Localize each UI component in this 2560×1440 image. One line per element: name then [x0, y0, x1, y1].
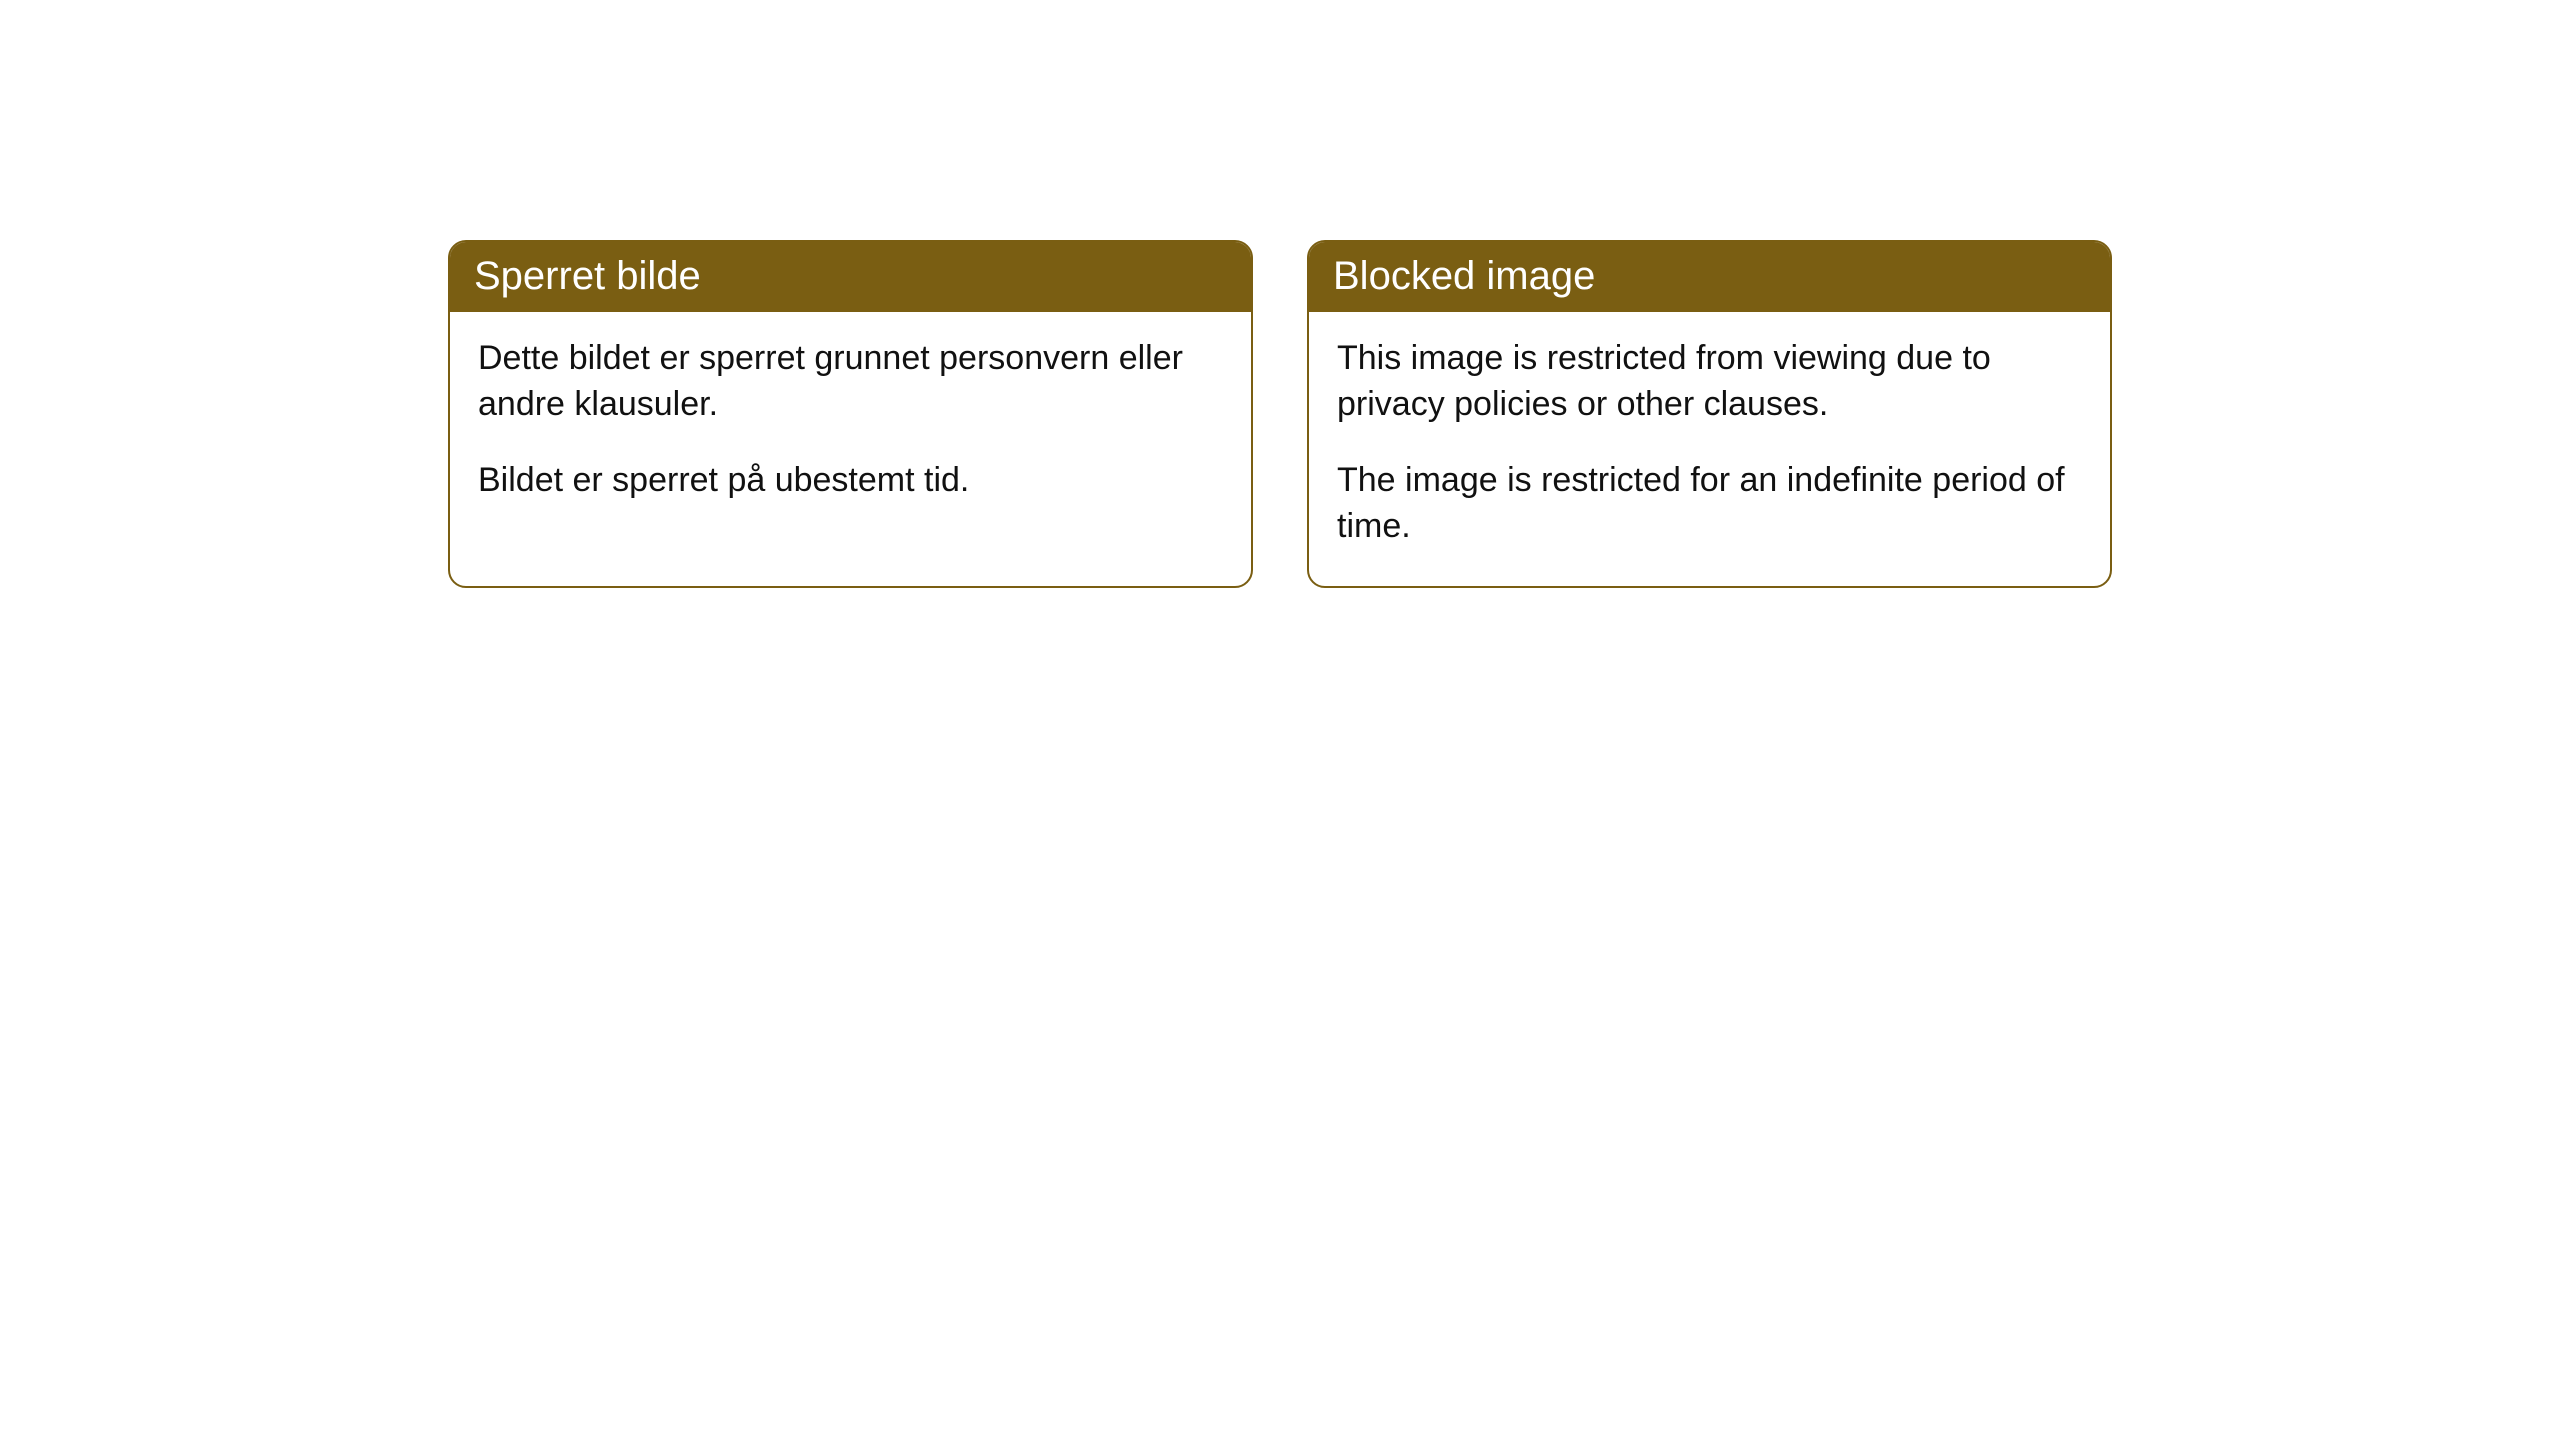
- card-text-norwegian-2: Bildet er sperret på ubestemt tid.: [478, 458, 1223, 504]
- card-header-english: Blocked image: [1309, 242, 2110, 312]
- blocked-image-card-english: Blocked image This image is restricted f…: [1307, 240, 2112, 588]
- blocked-image-card-norwegian: Sperret bilde Dette bildet er sperret gr…: [448, 240, 1253, 588]
- card-text-english-2: The image is restricted for an indefinit…: [1337, 458, 2082, 550]
- card-text-english-1: This image is restricted from viewing du…: [1337, 336, 2082, 428]
- card-body-norwegian: Dette bildet er sperret grunnet personve…: [450, 312, 1251, 540]
- notice-container: Sperret bilde Dette bildet er sperret gr…: [0, 0, 2560, 588]
- card-text-norwegian-1: Dette bildet er sperret grunnet personve…: [478, 336, 1223, 428]
- card-body-english: This image is restricted from viewing du…: [1309, 312, 2110, 586]
- card-header-norwegian: Sperret bilde: [450, 242, 1251, 312]
